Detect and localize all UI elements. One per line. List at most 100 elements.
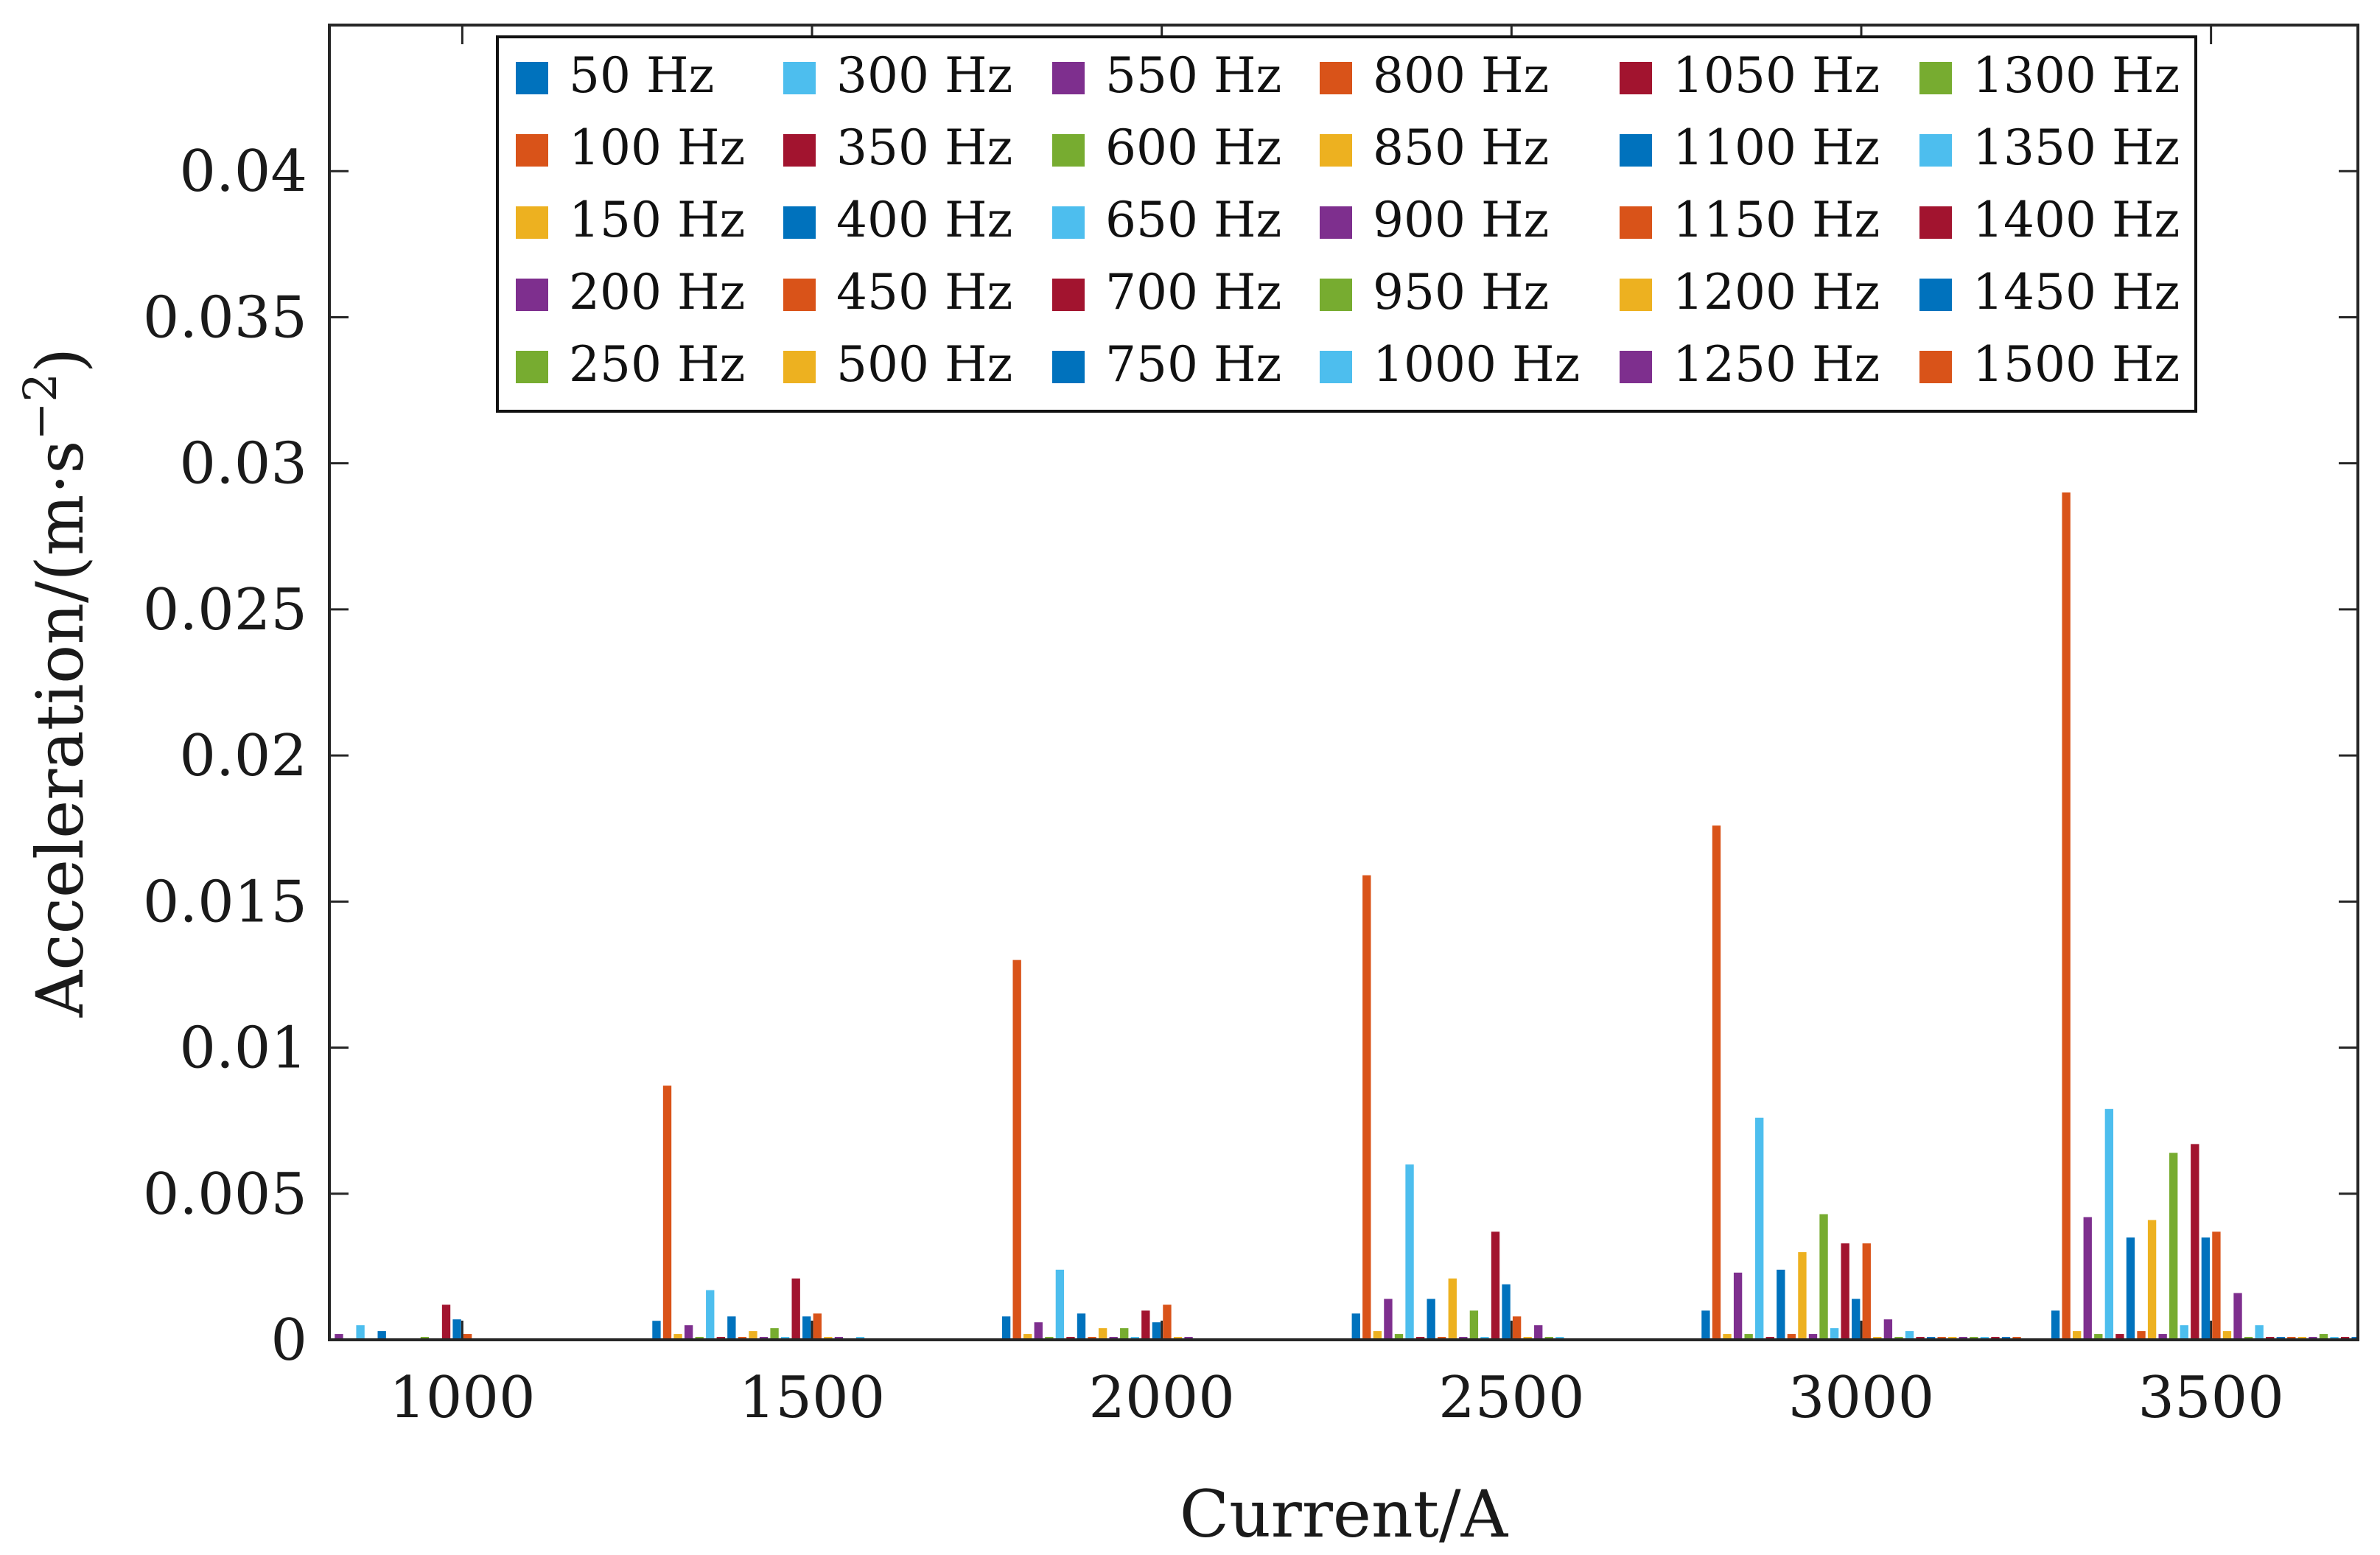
x-tick-label: 1000 [389,1365,536,1431]
bar [2180,1325,2188,1340]
bar [377,1331,386,1340]
bar [2073,1331,2082,1340]
y-tick-label: 0.04 [179,139,307,205]
bar [2169,1153,2178,1340]
legend-swatch [1919,134,1952,167]
legend-swatch [1320,62,1352,94]
bar [1491,1231,1500,1340]
bar [2255,1325,2264,1340]
y-axis-title-close: ) [22,348,98,373]
legend-swatch [516,279,548,311]
legend-label: 1250 Hz [1673,336,1880,393]
legend-swatch [516,351,548,383]
legend-label: 1450 Hz [1973,264,2180,321]
bar [1055,1269,1065,1340]
bar [1448,1278,1457,1340]
legend-item: 500 Hz [783,336,1012,393]
legend-swatch [1052,62,1085,94]
bar [673,1334,682,1340]
legend-label: 1400 Hz [1973,192,2180,248]
legend-item: 450 Hz [783,264,1012,321]
legend-label: 900 Hz [1373,192,1549,248]
bar [1469,1310,1479,1340]
legend-item: 750 Hz [1052,336,1281,393]
x-tick-label: 3000 [1788,1365,1935,1431]
bar [802,1316,811,1340]
bar [335,1334,343,1340]
bar [2158,1334,2167,1340]
legend-item: 350 Hz [783,119,1012,176]
y-axis-title-main: Acceleration/(m·s [22,441,98,1018]
bar [1394,1334,1404,1340]
bar [2147,1220,2157,1340]
legend-item: 1500 Hz [1919,336,2180,393]
x-tick-label: 2500 [1438,1365,1585,1431]
bar [1701,1310,1710,1340]
legend-item: 550 Hz [1052,47,1281,104]
legend-label: 1100 Hz [1673,119,1880,176]
legend-swatch [1320,134,1352,167]
bar [1120,1328,1129,1340]
bar [356,1325,365,1340]
legend-item: 1450 Hz [1919,264,2180,321]
bar [662,1086,672,1340]
bar [1755,1117,1764,1340]
bar [684,1325,693,1340]
legend-swatch [1620,351,1652,383]
legend-label: 500 Hz [836,336,1012,393]
x-tick-label: 1500 [739,1365,886,1431]
legend-item: 250 Hz [516,336,745,393]
y-tick-label: 0 [270,1307,307,1374]
bar [1502,1284,1511,1340]
bar [1733,1272,1743,1340]
legend-label: 100 Hz [569,119,745,176]
bar [2051,1310,2060,1340]
legend-swatch [516,62,548,94]
bar [2201,1237,2211,1340]
legend-swatch [1320,351,1352,383]
legend-label: 1200 Hz [1673,264,1880,321]
x-tick-label: 3500 [2138,1365,2284,1431]
bar [1001,1316,1011,1340]
bar [1427,1299,1435,1340]
legend-label: 550 Hz [1105,47,1281,104]
bar [1373,1331,1382,1340]
legend-swatch [516,206,548,239]
legend-swatch [1052,279,1085,311]
bar [1023,1334,1032,1340]
legend-swatch [783,351,816,383]
legend-label: 1050 Hz [1673,47,1880,104]
bar [1841,1243,1849,1340]
bar [441,1304,451,1340]
legend-swatch [1620,279,1652,311]
bar-series-group [329,492,2358,1341]
bar [1384,1299,1393,1340]
bar [1744,1334,1753,1340]
bar [2126,1237,2135,1340]
legend-label: 650 Hz [1105,192,1281,248]
bar [1351,1313,1360,1340]
bar [2212,1231,2221,1340]
legend-swatch [1052,134,1085,167]
legend-swatch [1620,62,1652,94]
bar [2222,1331,2232,1340]
legend-label: 150 Hz [569,192,745,248]
bar [2191,1144,2199,1340]
bar [1862,1243,1871,1340]
bar [1077,1313,1086,1340]
y-tick-label: 0.01 [179,1016,307,1082]
legend-swatch [783,62,816,94]
legend-label: 350 Hz [836,119,1012,176]
bar [1723,1334,1732,1340]
bar [770,1328,779,1340]
bar [1905,1331,1914,1340]
legend-item: 1400 Hz [1919,192,2180,248]
legend-label: 1150 Hz [1673,192,1880,248]
bar [1512,1316,1522,1340]
legend-item: 650 Hz [1052,192,1281,248]
legend-swatch [1919,279,1952,311]
legend-item: 950 Hz [1320,264,1549,321]
legend-item: 900 Hz [1320,192,1549,248]
bar [2083,1217,2092,1340]
